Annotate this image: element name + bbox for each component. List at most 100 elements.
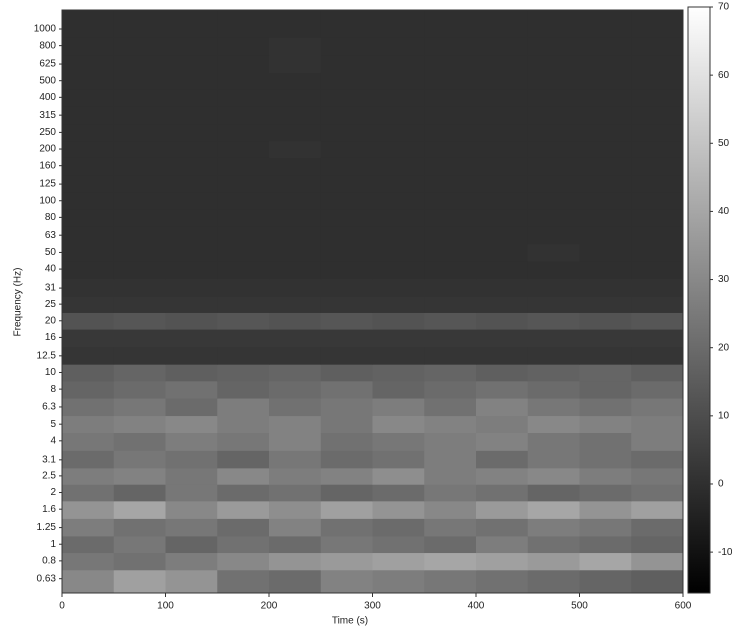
heatmap-cell: [527, 346, 580, 365]
heatmap-cell: [269, 484, 322, 502]
heatmap-cell: [62, 278, 115, 297]
heatmap-cell: [476, 192, 529, 210]
heatmap-cell: [579, 312, 632, 330]
heatmap-cell: [217, 569, 270, 594]
heatmap-cell: [476, 89, 529, 107]
heatmap-cell: [631, 72, 684, 90]
heatmap-cell: [476, 569, 529, 594]
heatmap-cell: [476, 518, 529, 537]
x-tick-label: 400: [468, 601, 485, 612]
heatmap-cell: [269, 535, 322, 554]
heatmap-cell: [476, 535, 529, 554]
heatmap-cell: [631, 467, 684, 485]
heatmap-cell: [217, 415, 270, 434]
colorbar-tick-label: 20: [718, 342, 730, 353]
heatmap-cell: [579, 500, 632, 519]
y-tick-label: 1.6: [42, 504, 56, 515]
heatmap-cell: [113, 226, 166, 245]
y-tick-label: 1: [50, 539, 56, 550]
heatmap-cell: [372, 346, 425, 365]
heatmap-cell: [217, 89, 270, 107]
x-tick-label: 600: [675, 601, 692, 612]
y-tick-label: 6.3: [42, 402, 56, 413]
y-tick-label: 3.1: [42, 454, 56, 465]
heatmap-cell: [424, 192, 477, 210]
heatmap-cell: [631, 296, 684, 313]
y-tick-label: 8: [50, 384, 56, 395]
heatmap-cell: [424, 569, 477, 594]
y-tick-label: 100: [39, 195, 56, 206]
heatmap-cell: [372, 500, 425, 519]
y-tick-label: 200: [39, 144, 56, 155]
y-tick-label: 625: [39, 59, 56, 70]
heatmap-cell: [476, 243, 529, 262]
heatmap-cell: [217, 54, 270, 73]
heatmap-cell: [269, 123, 322, 142]
heatmap-cell: [113, 329, 166, 348]
heatmap-cell: [269, 500, 322, 519]
heatmap-cell: [527, 226, 580, 245]
heatmap-cell: [113, 174, 166, 193]
y-axis-label: Frequency (Hz): [13, 268, 24, 337]
heatmap-cell: [217, 10, 270, 38]
heatmap-cell: [62, 484, 115, 502]
heatmap-cell: [62, 260, 115, 280]
heatmap-cell: [269, 398, 322, 417]
heatmap-cell: [579, 54, 632, 73]
heatmap-cell: [424, 72, 477, 90]
heatmap-cell: [527, 535, 580, 554]
heatmap-cell: [527, 174, 580, 193]
heatmap-cell: [631, 157, 684, 176]
heatmap-cell: [113, 260, 166, 280]
heatmap-cell: [579, 260, 632, 280]
y-tick-label: 500: [39, 75, 56, 86]
heatmap-cell: [62, 329, 115, 348]
heatmap-cell: [372, 312, 425, 330]
heatmap-cell: [113, 89, 166, 107]
heatmap-cell: [269, 518, 322, 537]
heatmap-cell: [165, 140, 218, 158]
heatmap-cell: [113, 296, 166, 313]
heatmap-cell: [165, 192, 218, 210]
heatmap-cell: [372, 398, 425, 417]
heatmap-cell: [320, 54, 373, 73]
heatmap-cell: [631, 260, 684, 280]
heatmap-cell: [527, 123, 580, 142]
heatmap-cell: [165, 535, 218, 554]
heatmap-cell: [527, 398, 580, 417]
heatmap-cell: [372, 450, 425, 469]
heatmap-cell: [476, 123, 529, 142]
heatmap-cell: [62, 535, 115, 554]
heatmap-cell: [579, 329, 632, 348]
x-axis-label: Time (s): [332, 616, 368, 627]
heatmap-cell: [527, 552, 580, 571]
heatmap-cell: [527, 243, 580, 262]
heatmap-cell: [631, 569, 684, 594]
heatmap-cell: [476, 157, 529, 176]
heatmap-cell: [527, 500, 580, 519]
heatmap-cell: [527, 209, 580, 227]
heatmap-cell: [113, 312, 166, 330]
heatmap-cell: [631, 54, 684, 73]
heatmap-cell: [217, 260, 270, 280]
heatmap-cell: [631, 398, 684, 417]
heatmap-cell: [320, 278, 373, 297]
heatmap-cell: [113, 500, 166, 519]
heatmap-cell: [527, 89, 580, 107]
heatmap-cell: [424, 450, 477, 469]
heatmap-cell: [424, 346, 477, 365]
heatmap-cell: [424, 518, 477, 537]
heatmap-cell: [62, 312, 115, 330]
heatmap-cell: [113, 569, 166, 594]
heatmap-cell: [165, 226, 218, 245]
heatmap-cell: [320, 467, 373, 485]
heatmap-cell: [631, 123, 684, 142]
heatmap-cell: [62, 518, 115, 537]
heatmap-cell: [113, 535, 166, 554]
heatmap-cell: [320, 140, 373, 158]
heatmap-cell: [476, 209, 529, 227]
heatmap-cell: [424, 260, 477, 280]
heatmap-cell: [579, 346, 632, 365]
heatmap-cell: [424, 398, 477, 417]
